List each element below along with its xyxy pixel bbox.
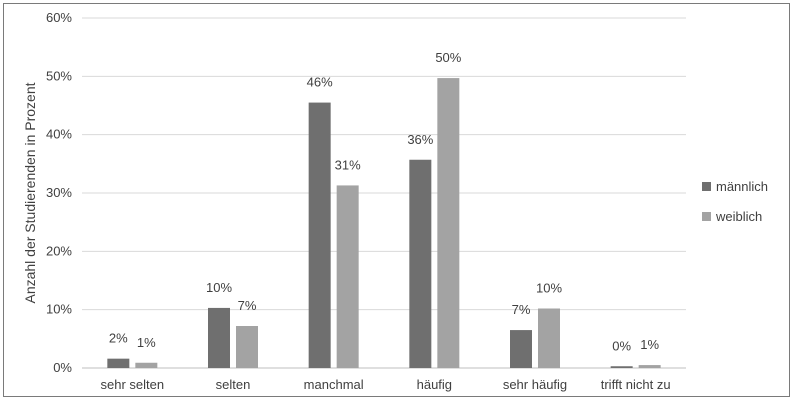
data-label: 36% <box>407 132 433 147</box>
category-label: trifft nicht zu <box>601 377 671 392</box>
data-label: 0% <box>612 338 631 353</box>
data-label: 31% <box>335 157 361 172</box>
bar-weiblich <box>538 308 560 368</box>
bar-maennlich <box>107 358 130 368</box>
category-label: selten <box>216 377 251 392</box>
bar-weiblich <box>336 185 359 368</box>
data-label: 1% <box>640 337 659 352</box>
bar-maennlich <box>610 366 633 368</box>
y-axis-ticks: 0% 10% 20% 30% 40% 50% 60% <box>46 10 72 375</box>
legend: männlich weiblich <box>702 179 768 224</box>
y-tick-label: 30% <box>46 185 72 200</box>
bar-maennlich <box>409 159 432 368</box>
category-label: häufig <box>417 377 452 392</box>
legend-label: männlich <box>716 179 768 194</box>
bar-maennlich <box>308 102 331 368</box>
bar-weiblich <box>638 365 661 368</box>
category-label: manchmal <box>304 377 364 392</box>
y-tick-label: 20% <box>46 243 72 258</box>
x-axis-categories: sehr selten selten manchmal häufig sehr häuf… <box>101 377 671 392</box>
category-label: sehr häufig <box>503 377 567 392</box>
category-label: sehr selten <box>101 377 165 392</box>
bars <box>107 78 661 368</box>
y-tick-label: 60% <box>46 10 72 25</box>
data-label: 1% <box>137 335 156 350</box>
y-axis-label: Anzahl der Studierenden in Prozent <box>22 82 38 303</box>
data-label: 2% <box>109 331 128 346</box>
data-label: 7% <box>238 298 257 313</box>
data-label: 46% <box>307 75 333 90</box>
y-tick-label: 40% <box>46 127 72 142</box>
y-tick-label: 0% <box>53 360 72 375</box>
bar-weiblich <box>236 326 258 368</box>
data-label: 10% <box>206 280 232 295</box>
legend-swatch <box>702 182 711 191</box>
chart-frame <box>3 3 790 397</box>
legend-label: weiblich <box>715 209 762 224</box>
data-label: 50% <box>435 50 461 65</box>
y-tick-label: 50% <box>46 68 72 83</box>
y-tick-label: 10% <box>46 302 72 317</box>
data-label: 7% <box>512 302 531 317</box>
bar-maennlich <box>208 307 230 368</box>
bar-weiblich <box>437 78 460 368</box>
gridlines <box>82 17 686 369</box>
data-label: 10% <box>536 281 562 296</box>
legend-swatch <box>702 212 711 221</box>
bar-weiblich <box>135 362 158 368</box>
bar-maennlich <box>510 330 532 368</box>
data-labels: 2% 1% 10% 7% 46% 31% 36% 50% 7% 10% 0% 1% <box>109 50 660 353</box>
